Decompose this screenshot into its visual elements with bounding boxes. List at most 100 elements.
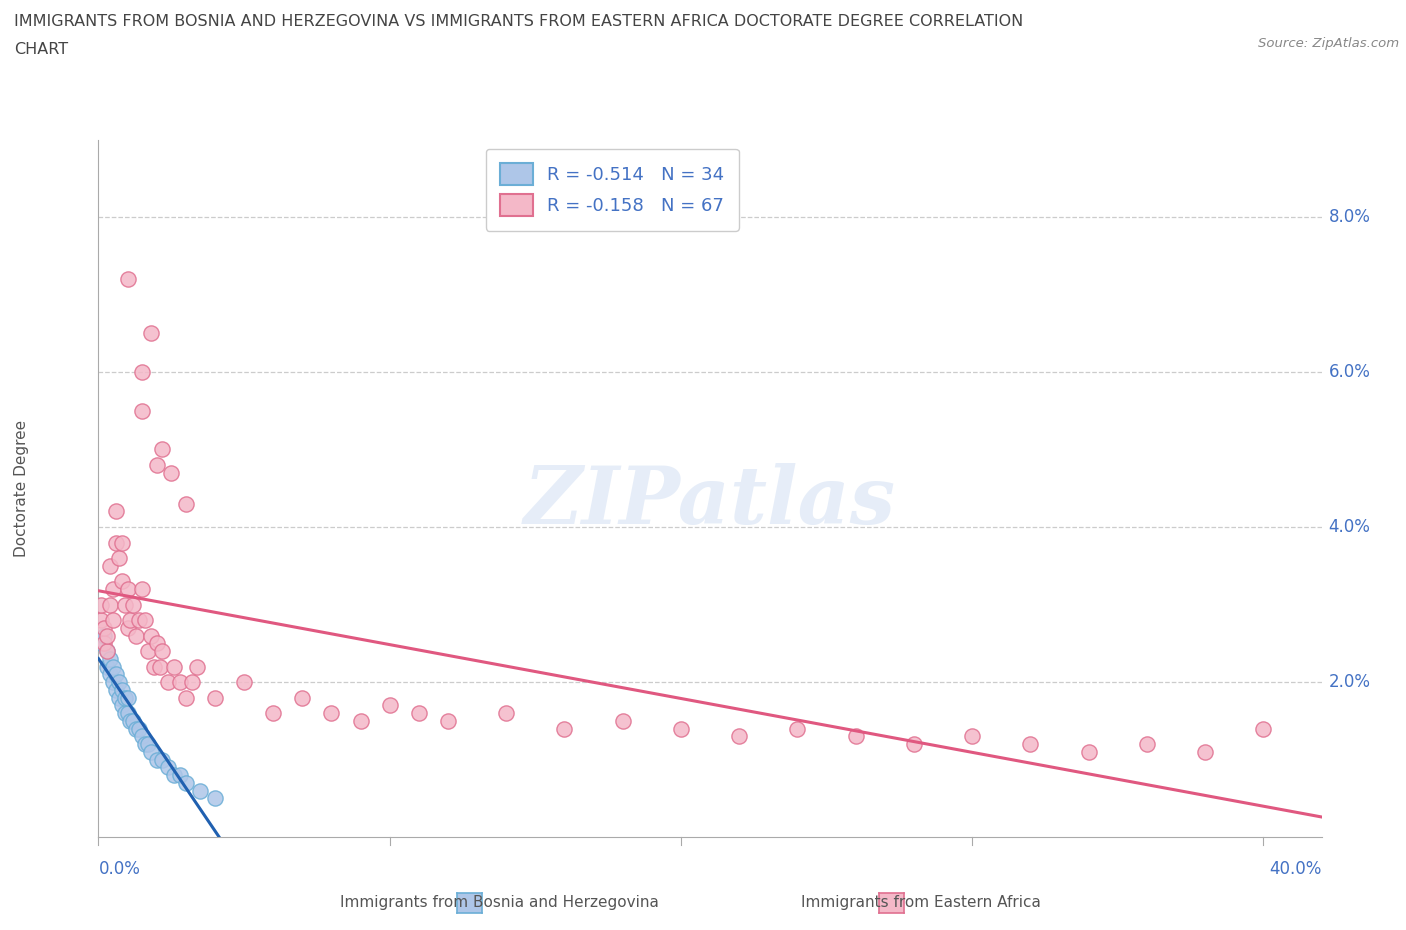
Point bbox=[111, 574, 134, 589]
Point bbox=[131, 365, 153, 379]
Point bbox=[90, 597, 112, 612]
Point bbox=[104, 535, 127, 550]
Point bbox=[139, 628, 162, 643]
Point bbox=[142, 659, 165, 674]
Text: IMMIGRANTS FROM BOSNIA AND HERZEGOVINA VS IMMIGRANTS FROM EASTERN AFRICA DOCTORA: IMMIGRANTS FROM BOSNIA AND HERZEGOVINA V… bbox=[14, 14, 1024, 29]
Point bbox=[152, 644, 174, 658]
Point bbox=[495, 706, 517, 721]
Point bbox=[1253, 721, 1275, 736]
Point bbox=[98, 651, 121, 666]
Point bbox=[96, 644, 118, 658]
Point bbox=[145, 458, 167, 472]
Point bbox=[131, 404, 153, 418]
Text: 8.0%: 8.0% bbox=[1329, 208, 1371, 226]
Point bbox=[786, 721, 808, 736]
Point bbox=[204, 690, 226, 705]
Point bbox=[408, 706, 430, 721]
Point bbox=[378, 698, 401, 712]
Point bbox=[152, 752, 174, 767]
Point bbox=[437, 713, 460, 728]
Point bbox=[152, 442, 174, 457]
Point bbox=[163, 659, 186, 674]
Point bbox=[728, 729, 751, 744]
Point bbox=[131, 581, 153, 596]
Point bbox=[125, 628, 148, 643]
Point bbox=[104, 667, 127, 682]
Text: CHART: CHART bbox=[14, 42, 67, 57]
Point bbox=[612, 713, 634, 728]
Point bbox=[139, 744, 162, 759]
Point bbox=[845, 729, 868, 744]
Point bbox=[204, 790, 226, 805]
Point bbox=[114, 690, 136, 705]
Point bbox=[136, 644, 159, 658]
Point bbox=[145, 752, 167, 767]
Text: Source: ZipAtlas.com: Source: ZipAtlas.com bbox=[1258, 37, 1399, 50]
Point bbox=[104, 504, 127, 519]
Point bbox=[111, 683, 134, 698]
Point bbox=[117, 620, 139, 635]
Point bbox=[1136, 737, 1159, 751]
Point bbox=[93, 620, 115, 635]
Point bbox=[101, 659, 124, 674]
Point bbox=[117, 581, 139, 596]
Point bbox=[134, 613, 156, 628]
Point bbox=[104, 683, 127, 698]
Point bbox=[233, 674, 256, 689]
Point bbox=[349, 713, 371, 728]
Point bbox=[108, 690, 131, 705]
Point bbox=[96, 628, 118, 643]
Point bbox=[108, 551, 131, 565]
Point bbox=[157, 674, 180, 689]
Point bbox=[125, 721, 148, 736]
Point bbox=[93, 628, 115, 643]
Text: ZIPatlas: ZIPatlas bbox=[524, 463, 896, 541]
Point bbox=[169, 674, 191, 689]
Point bbox=[120, 713, 142, 728]
Text: 4.0%: 4.0% bbox=[1329, 518, 1371, 536]
Point bbox=[160, 465, 183, 480]
Point bbox=[120, 613, 142, 628]
Point bbox=[117, 690, 139, 705]
Point bbox=[903, 737, 925, 751]
Point bbox=[136, 737, 159, 751]
Point bbox=[128, 613, 150, 628]
Point bbox=[188, 783, 212, 798]
Point bbox=[174, 690, 197, 705]
Point bbox=[101, 674, 124, 689]
Point bbox=[174, 776, 197, 790]
Point bbox=[114, 597, 136, 612]
Point bbox=[98, 597, 121, 612]
Text: Immigrants from Bosnia and Herzegovina: Immigrants from Bosnia and Herzegovina bbox=[340, 895, 658, 910]
Point bbox=[134, 737, 156, 751]
Point bbox=[122, 597, 145, 612]
Text: 0.0%: 0.0% bbox=[98, 860, 141, 878]
Point bbox=[96, 644, 118, 658]
Point bbox=[157, 760, 180, 775]
Point bbox=[108, 674, 131, 689]
Point bbox=[114, 706, 136, 721]
Point bbox=[180, 674, 202, 689]
Point bbox=[96, 659, 118, 674]
Point bbox=[1077, 744, 1099, 759]
Point bbox=[553, 721, 575, 736]
Point bbox=[101, 581, 124, 596]
Text: 2.0%: 2.0% bbox=[1329, 673, 1371, 691]
Point bbox=[98, 558, 121, 573]
Text: 6.0%: 6.0% bbox=[1329, 363, 1371, 381]
Point bbox=[122, 713, 145, 728]
Text: 40.0%: 40.0% bbox=[1270, 860, 1322, 878]
Point bbox=[111, 535, 134, 550]
Point bbox=[117, 272, 139, 286]
Point bbox=[149, 659, 172, 674]
Point bbox=[169, 767, 191, 782]
Point bbox=[117, 706, 139, 721]
Point bbox=[321, 706, 343, 721]
Legend: R = -0.514   N = 34, R = -0.158   N = 67: R = -0.514 N = 34, R = -0.158 N = 67 bbox=[485, 149, 738, 231]
Point bbox=[131, 729, 153, 744]
Point bbox=[669, 721, 692, 736]
Point bbox=[291, 690, 314, 705]
Point bbox=[98, 667, 121, 682]
Point bbox=[90, 636, 112, 651]
Point bbox=[145, 636, 167, 651]
